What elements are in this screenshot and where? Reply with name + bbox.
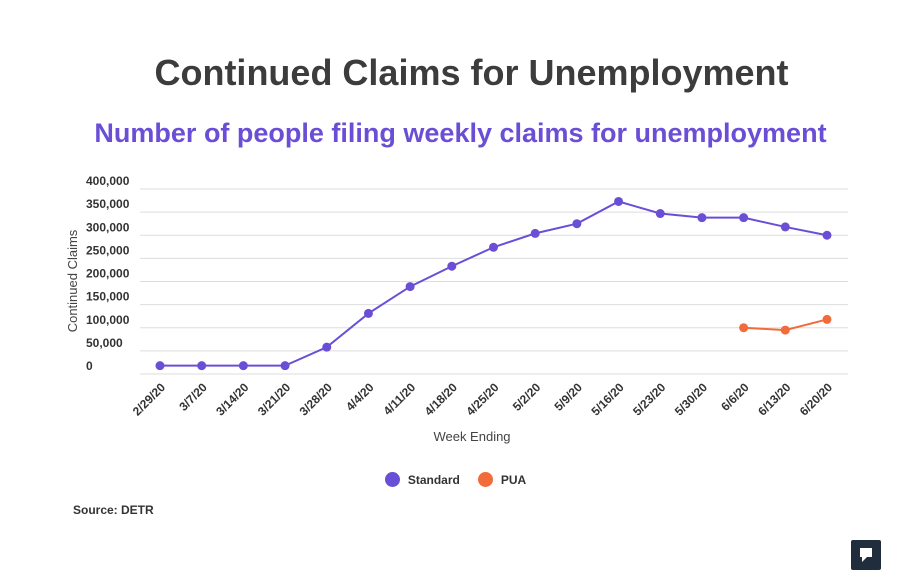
x-tick-label: 6/13/20 [755,380,793,418]
data-point-standard[interactable] [780,222,790,232]
x-tick-label: 6/20/20 [797,380,835,418]
y-tick-label: 150,000 [86,290,130,304]
data-point-standard[interactable] [405,282,415,292]
data-point-standard[interactable] [572,219,582,229]
x-tick-label: 5/2/20 [510,380,544,414]
x-tick-label: 4/25/20 [463,380,501,418]
data-point-pua[interactable] [780,325,790,335]
chart-title: Continued Claims for Unemployment [154,52,789,93]
data-point-standard[interactable] [614,196,624,206]
y-tick-label: 100,000 [86,313,130,327]
x-tick-label: 3/7/20 [176,380,210,414]
y-tick-label: 200,000 [86,267,130,281]
legend: Standard PUA [0,472,911,487]
x-tick-label: 3/21/20 [255,380,293,418]
y-axis-label: Continued Claims [65,229,80,332]
data-point-standard[interactable] [363,308,373,318]
legend-item-pua[interactable]: PUA [477,472,527,487]
x-axis-label: Week Ending [433,429,510,444]
data-point-standard[interactable] [489,242,498,252]
x-tick-label: 6/6/20 [718,380,752,414]
data-point-standard[interactable] [322,342,332,352]
y-tick-labels: 0 50,000 100,000 150,000 200,000 250,000 300,0… [86,174,130,373]
data-point-standard[interactable] [697,213,707,223]
x-tick-label: 5/9/20 [551,380,585,414]
y-tick-label: 0 [86,359,93,373]
y-tick-label: 300,000 [86,220,130,234]
source-note: Source: DETR [73,503,154,517]
x-tick-label: 5/16/20 [588,380,626,418]
data-point-standard[interactable] [238,361,248,371]
data-point-standard[interactable] [822,230,832,240]
line-chart: 0 50,000 100,000 150,000 200,000 250,000 300,0… [65,174,848,444]
chart-subtitle: Number of people filing weekly claims fo… [94,118,827,148]
legend-label-standard: Standard [407,472,460,487]
x-tick-label: 3/28/20 [297,380,335,418]
x-tick-label: 5/30/20 [672,380,710,418]
data-point-pua[interactable] [739,323,749,333]
data-point-standard[interactable] [447,261,457,271]
series-line-standard [160,200,828,367]
logo-icon [851,540,881,570]
x-tick-label: 3/14/20 [213,380,251,418]
legend-marker-standard [384,472,400,487]
gridlines [140,188,848,375]
data-point-standard[interactable] [739,213,749,223]
data-point-standard[interactable] [280,361,290,371]
series-layer [155,196,832,371]
y-tick-label: 400,000 [86,174,130,188]
data-point-standard[interactable] [155,361,165,371]
legend-label-pua: PUA [500,472,527,487]
x-tick-labels: 2/29/20 3/7/20 3/14/20 3/21/20 3/28/20 4/4/20… [130,380,835,418]
y-tick-label: 50,000 [86,336,123,350]
legend-item-standard[interactable]: Standard [384,472,460,487]
x-tick-label: 4/11/20 [381,380,419,418]
x-tick-label: 5/23/20 [630,380,668,418]
y-tick-label: 350,000 [86,197,130,211]
x-tick-label: 4/4/20 [343,380,377,414]
data-point-standard[interactable] [655,209,665,219]
legend-marker-pua [477,472,493,487]
data-point-standard[interactable] [530,228,540,238]
x-tick-label: 4/18/20 [422,380,460,418]
x-tick-label: 2/29/20 [130,380,168,418]
data-point-pua[interactable] [822,314,832,324]
y-tick-label: 250,000 [86,243,130,257]
data-point-standard[interactable] [197,361,207,371]
